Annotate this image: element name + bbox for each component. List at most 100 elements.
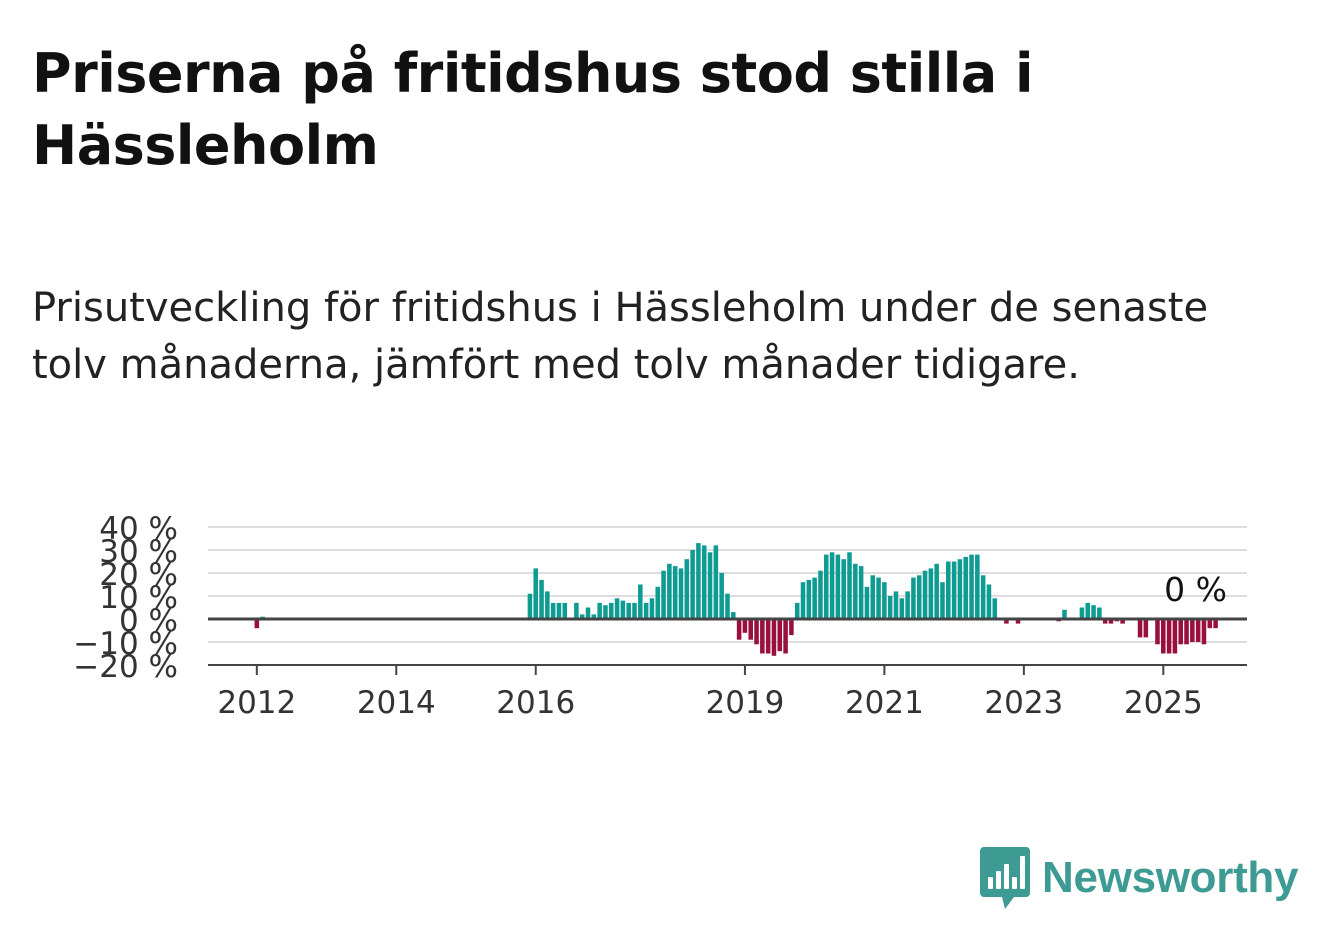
bar xyxy=(725,593,730,619)
chart-title: Priserna på fritidshus stod stilla i Häs… xyxy=(32,42,1034,177)
bar xyxy=(591,614,597,619)
bar xyxy=(539,579,544,619)
bar xyxy=(818,570,823,619)
bar xyxy=(1091,605,1096,619)
bar xyxy=(1184,619,1189,645)
bar xyxy=(742,619,748,633)
bar xyxy=(835,554,841,619)
last-value-label: 0 % xyxy=(1164,570,1227,609)
bar xyxy=(1108,619,1114,624)
bar xyxy=(713,545,719,619)
bar xyxy=(940,582,945,619)
bar xyxy=(760,619,765,654)
bar xyxy=(789,619,794,636)
bar xyxy=(957,559,963,619)
y-tick-label: 10 % xyxy=(99,580,178,616)
bar xyxy=(864,586,870,619)
bar xyxy=(1161,619,1166,654)
bar xyxy=(609,602,614,619)
x-tick-label: 2025 xyxy=(1124,685,1203,721)
bar xyxy=(992,598,998,619)
bar xyxy=(632,602,637,619)
y-tick-label: 40 % xyxy=(99,511,178,547)
bar xyxy=(579,614,585,619)
bar xyxy=(655,586,661,619)
bar xyxy=(911,577,916,619)
bar xyxy=(812,577,817,619)
bar xyxy=(771,619,777,656)
bar xyxy=(545,591,550,619)
x-tick-label: 2019 xyxy=(705,685,784,721)
bar xyxy=(1120,619,1125,624)
bar xyxy=(707,552,713,619)
bar xyxy=(1172,619,1178,654)
bar xyxy=(638,584,643,619)
bar xyxy=(853,563,858,619)
newsworthy-brand: Newsworthy xyxy=(980,846,1298,910)
chart-subtitle: Prisutveckling för fritidshus i Hässleho… xyxy=(32,285,1209,388)
x-tick-label: 2021 xyxy=(845,685,924,721)
bar xyxy=(905,591,910,619)
newsworthy-logo-icon xyxy=(980,847,1030,909)
bar xyxy=(696,543,701,619)
bar xyxy=(777,619,783,652)
y-tick-label: 0 % xyxy=(119,603,178,639)
bar xyxy=(980,575,986,619)
bar xyxy=(946,561,951,619)
bar xyxy=(626,602,631,619)
bar xyxy=(620,600,626,619)
bar xyxy=(847,552,852,619)
bar xyxy=(701,545,707,619)
bar xyxy=(916,575,922,619)
bar xyxy=(550,602,556,619)
bar xyxy=(1155,619,1160,645)
bar xyxy=(678,568,684,619)
bar xyxy=(667,563,672,619)
price-change-bar-chart: 40 %30 %20 %10 %0 %−10 %−20 % 2012 2014 20… xyxy=(73,511,1247,721)
bar xyxy=(527,593,533,619)
bar xyxy=(643,602,649,619)
bar xyxy=(882,582,887,619)
bar xyxy=(1015,619,1021,624)
bar xyxy=(1097,607,1102,619)
bar xyxy=(893,591,899,619)
bar xyxy=(533,568,538,619)
bar xyxy=(829,552,835,619)
brand-name: Newsworthy xyxy=(1042,853,1299,902)
bar xyxy=(1178,619,1183,645)
bar xyxy=(876,577,881,619)
bar xyxy=(574,602,579,619)
bar xyxy=(794,602,800,619)
bar xyxy=(1201,619,1207,645)
bar xyxy=(684,559,690,619)
y-tick-label: 20 % xyxy=(99,557,178,593)
bar xyxy=(1004,619,1009,624)
bar xyxy=(1195,619,1201,642)
bar xyxy=(649,598,655,619)
bar xyxy=(719,573,724,619)
bar xyxy=(783,619,788,654)
bar xyxy=(1143,619,1149,638)
bar xyxy=(1166,619,1172,654)
bar xyxy=(928,568,934,619)
bar xyxy=(754,619,759,645)
bar xyxy=(254,619,260,629)
y-tick-label: 30 % xyxy=(99,534,178,570)
bar xyxy=(899,598,905,619)
y-tick-label: −10 % xyxy=(73,626,178,662)
bar xyxy=(800,582,806,619)
y-tick-label: −20 % xyxy=(73,649,178,685)
bar xyxy=(963,556,968,619)
bar xyxy=(748,619,753,640)
y-axis-tick-labels: 40 %30 %20 %10 %0 %−10 %−20 % xyxy=(73,511,178,685)
bar xyxy=(858,566,864,619)
bar xyxy=(1102,619,1108,624)
bar xyxy=(736,619,742,640)
bar xyxy=(823,554,829,619)
bar xyxy=(690,550,695,619)
x-tick-label: 2012 xyxy=(217,685,296,721)
bar xyxy=(1079,607,1085,619)
bar xyxy=(951,561,957,619)
bar xyxy=(585,607,591,619)
bar xyxy=(1190,619,1195,642)
